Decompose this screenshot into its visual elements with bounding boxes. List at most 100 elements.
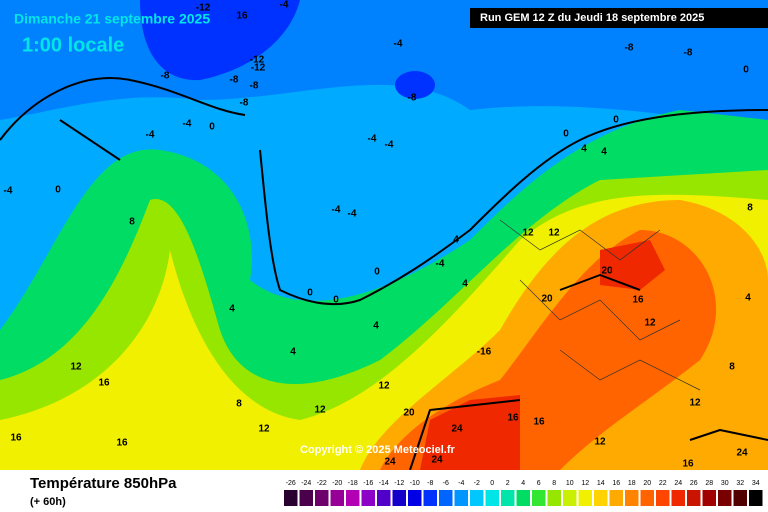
scale-swatch [516,490,530,506]
contour-label: 16 [533,417,545,428]
map [0,0,768,471]
contour-label: -16 [477,347,492,358]
scale-tick-label: -18 [348,480,358,487]
scale-swatch [656,490,670,506]
scale-swatch [439,490,453,506]
scale-tick-label: 14 [597,480,605,487]
scale-tick-label: 18 [628,480,636,487]
scale-swatch [377,490,391,506]
coastline [0,77,768,306]
contour-label: 4 [373,321,379,332]
contour-label: -4 [348,209,357,220]
scale-tick-label: -12 [394,480,404,487]
cold-core [140,0,300,81]
scale-swatch [640,490,654,506]
country-border [499,219,701,391]
scale-tick-label: 0 [490,480,494,487]
scale-tick-label: -10 [410,480,420,487]
scale-tick-label: -22 [317,480,327,487]
scale-swatch [733,490,747,506]
contour-label: 16 [98,378,110,389]
scale-swatch [485,490,499,506]
contour-label: -8 [625,43,634,54]
contour-label: 8 [236,399,242,410]
contour-label: -12 [251,63,266,74]
scale-tick-label: -6 [443,480,449,487]
scale-swatch [470,490,484,506]
contour-label: 0 [374,267,380,278]
contour-label: 12 [548,228,560,239]
scale-swatch [594,490,608,506]
scale-swatch [299,490,313,506]
contour-label: -4 [368,134,377,145]
scale-swatch [315,490,329,506]
contour-label: 4 [453,235,459,246]
scale-swatch [408,490,422,506]
scale-swatch [346,490,360,506]
scale-tick-label: -14 [379,480,389,487]
color-scale: -26 -24 -22 -20 -18 -16 -14 -12 -10 -8 -6 -4 -2 0 2 4 6 8… [284,480,763,506]
run-info: Run GEM 12 Z du Jeudi 18 septembre 2025 [480,12,704,24]
hot-core [600,240,665,290]
contour-label: 0 [613,115,619,126]
contour-label: 4 [745,293,751,304]
scale-swatch [423,490,437,506]
scale-tick-label: -16 [363,480,373,487]
contour-label: 4 [290,347,296,358]
contour-label: -12 [250,55,265,66]
contour-label: 12 [314,405,326,416]
contour-label: 12 [70,362,82,373]
scale-swatch [330,490,344,506]
scale-tick-label: -20 [332,480,342,487]
contour-label: -4 [4,186,13,197]
scale-tick-label: 20 [643,480,651,487]
contour-label: 4 [601,147,607,158]
contour-label: -4 [385,140,394,151]
contour-label: 4 [462,279,468,290]
contour-label: 12 [258,424,270,435]
scale-tick-label: 24 [674,480,682,487]
contour-label: 8 [747,203,753,214]
contour-label: 16 [10,433,22,444]
contour-label: 16 [236,11,248,22]
scale-tick-label: 2 [506,480,510,487]
scale-tick-label: 22 [659,480,667,487]
scale-swatch [671,490,685,506]
contour-label: 24 [431,455,443,466]
contour-label: 8 [129,217,135,228]
contour-label: -8 [230,75,239,86]
scale-tick-label: 4 [521,480,525,487]
contour-label: -4 [332,205,341,216]
contour-label: 20 [601,266,613,277]
contour-label: 0 [55,185,61,196]
scale-swatch [392,490,406,506]
contour-label: -4 [436,259,445,270]
scale-tick-label: -26 [286,480,296,487]
scale-tick-label: 10 [566,480,574,487]
contour-label: -8 [684,48,693,59]
variable-title: Température 850hPa [30,475,177,492]
scale-swatch [361,490,375,506]
coastline [409,274,768,471]
cold-core [395,71,435,99]
contour-label: -4 [146,130,155,141]
contour-label: -8 [240,98,249,109]
copyright: Copyright © 2025 Meteociel.fr [300,444,456,456]
contour-label: 20 [403,408,415,419]
contour-label: 8 [729,362,735,373]
contour-label: -8 [250,81,259,92]
scale-swatch [501,490,515,506]
scale-swatch [749,490,763,506]
contour-label: 16 [632,295,644,306]
contour-label: -4 [280,0,289,11]
scale-swatch [718,490,732,506]
scale-tick-label: 16 [612,480,620,487]
contour-label: 4 [229,304,235,315]
scale-tick-label: -4 [458,480,464,487]
contour-label: 0 [307,288,313,299]
contour-label: 12 [594,437,606,448]
map-date: Dimanche 21 septembre 2025 [14,11,210,27]
contour-label: 12 [378,381,390,392]
scale-tick-label: 8 [552,480,556,487]
